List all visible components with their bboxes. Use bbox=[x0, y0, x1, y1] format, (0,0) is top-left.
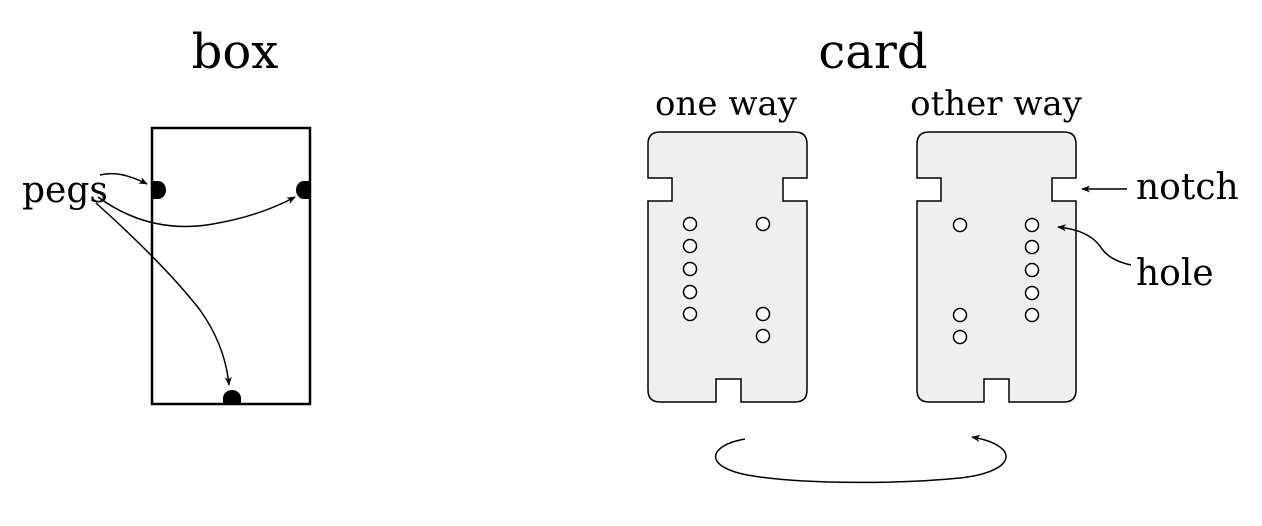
hole bbox=[682, 238, 698, 254]
one-way-label: one way bbox=[655, 84, 798, 124]
notch-label: notch bbox=[1136, 167, 1239, 208]
hole bbox=[682, 216, 698, 232]
card-other-way bbox=[916, 131, 1077, 403]
hole bbox=[1024, 307, 1040, 323]
peg-right bbox=[296, 181, 310, 199]
hole-arrow bbox=[1057, 224, 1132, 266]
hole-label: hole bbox=[1136, 253, 1214, 294]
hole bbox=[1024, 262, 1040, 278]
pegs-arrow-left bbox=[99, 172, 148, 185]
hole bbox=[952, 307, 968, 323]
pegs-arrow-right bbox=[97, 196, 296, 228]
rotation-arrow bbox=[715, 434, 1007, 484]
hole bbox=[952, 329, 968, 345]
peg-left bbox=[152, 181, 166, 199]
pegs-arrow-bottom bbox=[95, 202, 232, 386]
other-way-label: other way bbox=[910, 84, 1083, 124]
card-title: card bbox=[818, 24, 927, 80]
hole bbox=[682, 284, 698, 300]
hole bbox=[1024, 239, 1040, 255]
card-one-way bbox=[647, 131, 808, 403]
hole bbox=[755, 216, 771, 232]
hole bbox=[682, 261, 698, 277]
card-one-way-holes bbox=[682, 216, 771, 344]
peg-bottom bbox=[223, 390, 241, 404]
hole bbox=[1024, 285, 1040, 301]
card-other-way-holes bbox=[952, 217, 1040, 345]
hole bbox=[952, 217, 968, 233]
box-outline bbox=[150, 126, 312, 406]
hole bbox=[1024, 217, 1040, 233]
hole bbox=[682, 306, 698, 322]
hole bbox=[755, 328, 771, 344]
hole bbox=[755, 306, 771, 322]
box-title: box bbox=[192, 24, 279, 80]
pegs-label: pegs bbox=[22, 170, 108, 211]
